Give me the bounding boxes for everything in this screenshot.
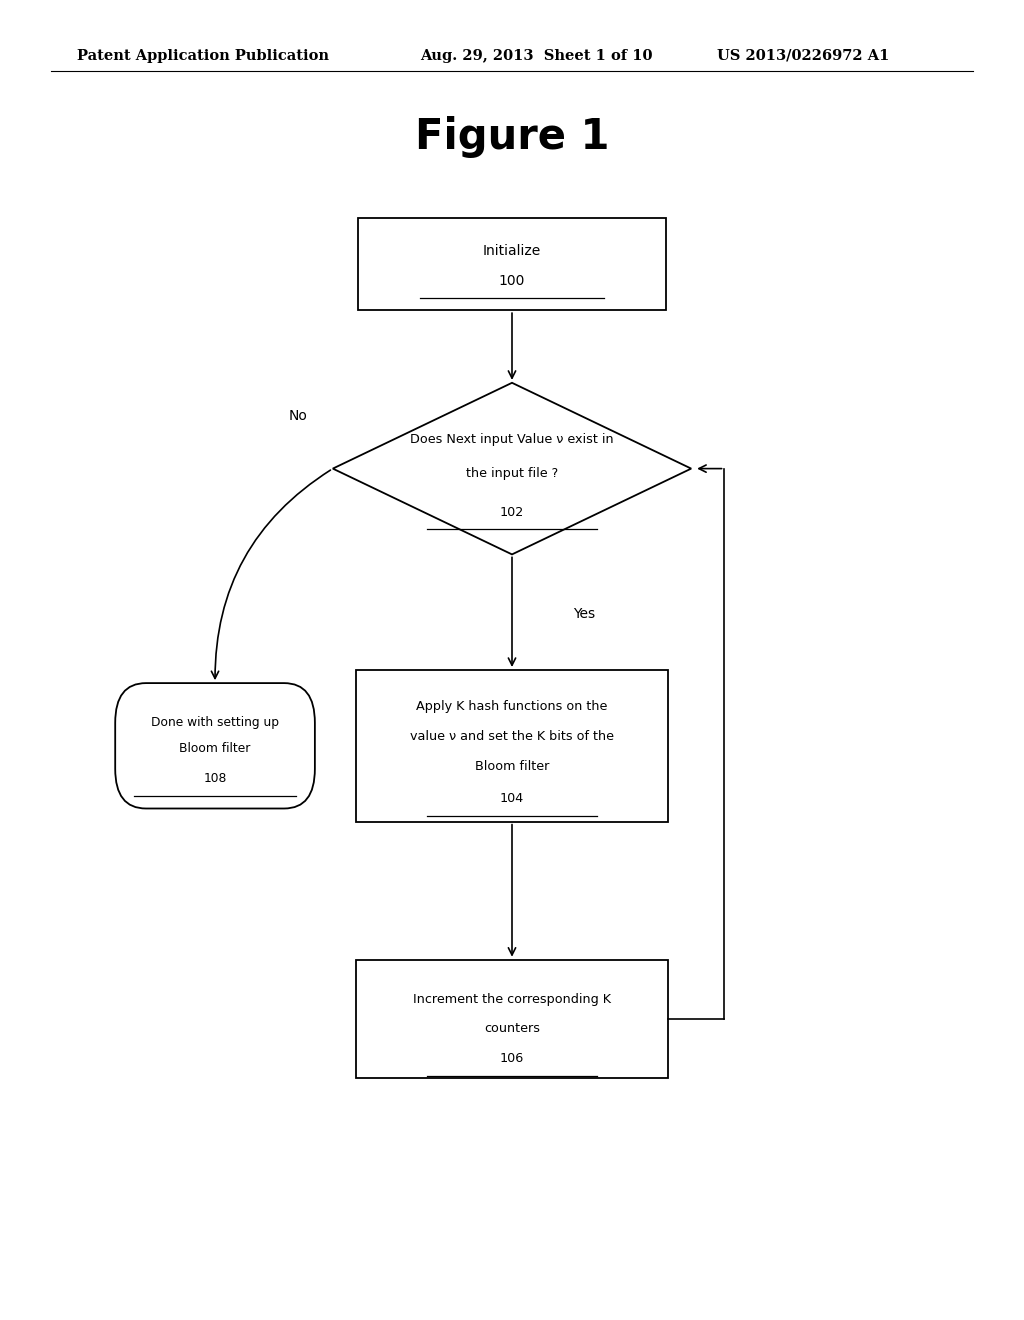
- Text: Patent Application Publication: Patent Application Publication: [77, 49, 329, 63]
- Bar: [356, 671, 669, 821]
- Text: Apply K hash functions on the: Apply K hash functions on the: [417, 700, 607, 713]
- FancyBboxPatch shape: [115, 682, 315, 808]
- Text: the input file ?: the input file ?: [466, 467, 558, 480]
- Text: Aug. 29, 2013  Sheet 1 of 10: Aug. 29, 2013 Sheet 1 of 10: [420, 49, 652, 63]
- Bar: [356, 960, 669, 1078]
- Text: Initialize: Initialize: [483, 244, 541, 257]
- Text: 106: 106: [500, 1052, 524, 1065]
- Text: Bloom filter: Bloom filter: [475, 760, 549, 774]
- Bar: [358, 218, 666, 310]
- Text: Yes: Yes: [573, 607, 596, 620]
- Text: value ν and set the K bits of the: value ν and set the K bits of the: [410, 730, 614, 743]
- Text: No: No: [289, 409, 307, 422]
- Text: Done with setting up: Done with setting up: [152, 715, 279, 729]
- Text: 100: 100: [499, 275, 525, 288]
- Text: Figure 1: Figure 1: [415, 116, 609, 158]
- Text: counters: counters: [484, 1022, 540, 1035]
- Polygon shape: [333, 383, 691, 554]
- Text: 108: 108: [204, 772, 226, 785]
- Text: Does Next input Value ν exist in: Does Next input Value ν exist in: [411, 433, 613, 446]
- Text: Bloom filter: Bloom filter: [179, 742, 251, 755]
- Text: 102: 102: [500, 506, 524, 519]
- Text: 104: 104: [500, 792, 524, 805]
- Text: US 2013/0226972 A1: US 2013/0226972 A1: [717, 49, 889, 63]
- Text: Increment the corresponding K: Increment the corresponding K: [413, 993, 611, 1006]
